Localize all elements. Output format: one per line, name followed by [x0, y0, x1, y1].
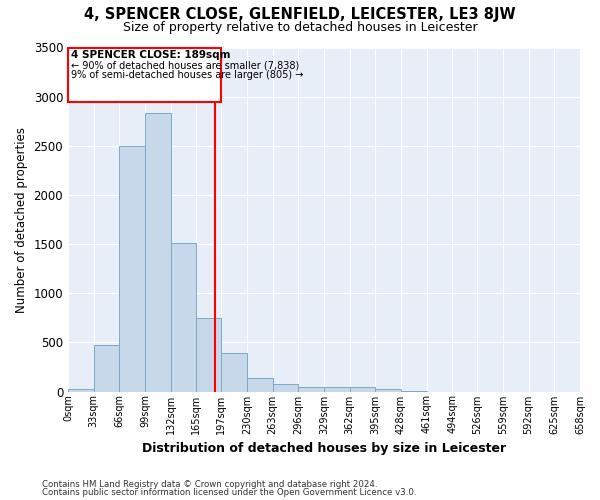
Text: ← 90% of detached houses are smaller (7,838): ← 90% of detached houses are smaller (7,…: [71, 60, 299, 70]
Bar: [272, 384, 298, 392]
Bar: [68, 389, 94, 392]
Bar: [247, 378, 272, 392]
Bar: [196, 318, 221, 392]
FancyBboxPatch shape: [68, 48, 221, 102]
X-axis label: Distribution of detached houses by size in Leicester: Distribution of detached houses by size …: [142, 442, 506, 455]
Text: Contains public sector information licensed under the Open Government Licence v3: Contains public sector information licen…: [42, 488, 416, 497]
Bar: [350, 386, 376, 392]
Bar: [94, 346, 119, 392]
Bar: [401, 390, 427, 392]
Bar: [119, 146, 145, 392]
Bar: [324, 386, 350, 392]
Bar: [145, 114, 171, 392]
Text: 4 SPENCER CLOSE: 189sqm: 4 SPENCER CLOSE: 189sqm: [71, 50, 230, 60]
Text: 9% of semi-detached houses are larger (805) →: 9% of semi-detached houses are larger (8…: [71, 70, 304, 80]
Bar: [376, 389, 401, 392]
Bar: [221, 353, 247, 392]
Text: 4, SPENCER CLOSE, GLENFIELD, LEICESTER, LE3 8JW: 4, SPENCER CLOSE, GLENFIELD, LEICESTER, …: [84, 8, 516, 22]
Text: Size of property relative to detached houses in Leicester: Size of property relative to detached ho…: [122, 21, 478, 34]
Bar: [298, 386, 324, 392]
Bar: [171, 243, 196, 392]
Text: Contains HM Land Registry data © Crown copyright and database right 2024.: Contains HM Land Registry data © Crown c…: [42, 480, 377, 489]
Y-axis label: Number of detached properties: Number of detached properties: [15, 126, 28, 312]
